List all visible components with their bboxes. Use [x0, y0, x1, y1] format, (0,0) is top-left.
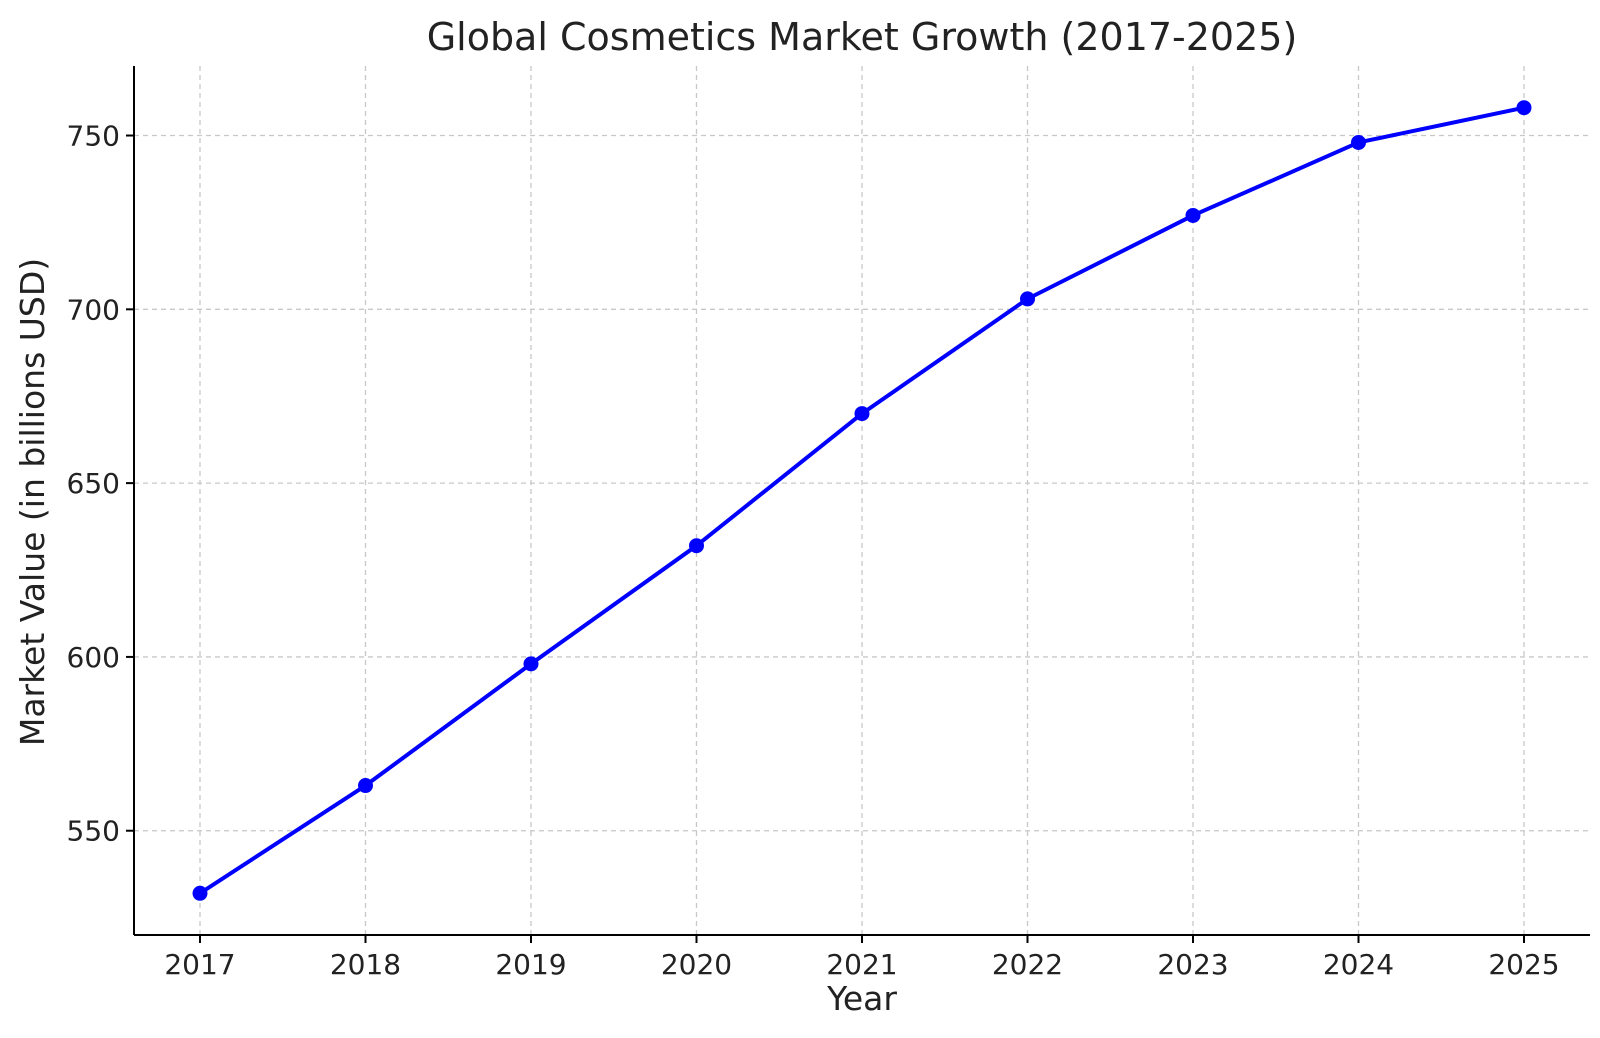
x-tick-label: 2022 — [992, 948, 1063, 981]
y-tick-label: 600 — [67, 641, 120, 674]
grid — [134, 66, 1590, 935]
chart-title: Global Cosmetics Market Growth (2017-202… — [427, 15, 1298, 59]
y-tick-label: 750 — [67, 120, 120, 153]
data-point — [1020, 291, 1035, 307]
x-tick-label: 2019 — [495, 948, 566, 981]
x-tick-label: 2025 — [1488, 948, 1559, 981]
x-tick-label: 2020 — [661, 948, 732, 981]
axes: 2017 2018 2019 2020 2021 2022 2023 2024 2025 550 6… — [67, 66, 1590, 981]
y-tick-label: 650 — [67, 467, 120, 500]
data-point — [1351, 134, 1366, 150]
data-point — [689, 538, 704, 554]
data-point — [1516, 100, 1532, 116]
x-axis-title: Year — [826, 979, 897, 1018]
y-tick-label: 550 — [67, 815, 120, 848]
y-tick-label: 700 — [67, 293, 120, 326]
data-point — [358, 778, 373, 794]
data-point — [854, 406, 870, 422]
data-point — [1185, 207, 1201, 223]
series-layer — [192, 100, 1532, 901]
x-tick-label: 2018 — [330, 948, 401, 981]
x-tick-label: 2023 — [1157, 948, 1228, 981]
x-tick-label: 2017 — [164, 948, 235, 981]
data-point — [523, 656, 539, 672]
y-axis-title: Market Value (in billions USD) — [13, 258, 52, 746]
data-point — [192, 885, 208, 901]
x-tick-label: 2021 — [826, 948, 897, 981]
x-tick-label: 2024 — [1323, 948, 1394, 981]
